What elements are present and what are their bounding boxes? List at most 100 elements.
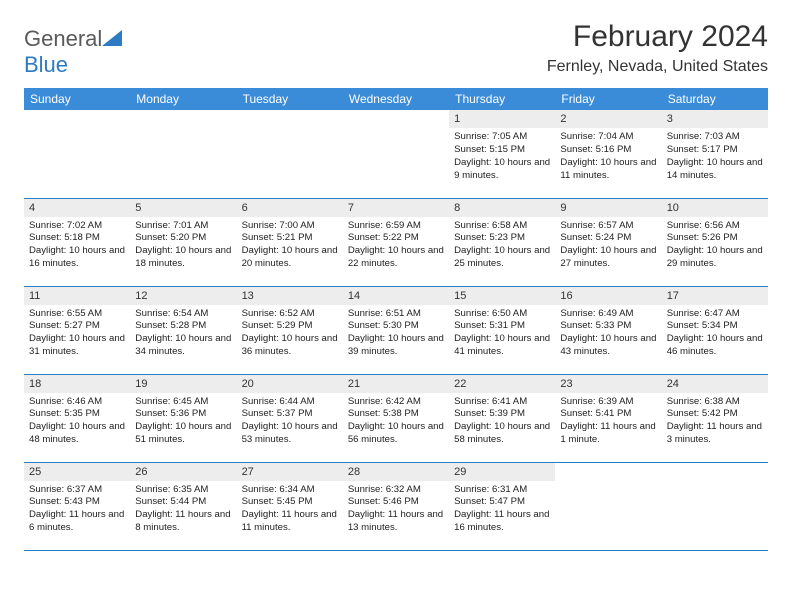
calendar-cell: 17Sunrise: 6:47 AMSunset: 5:34 PMDayligh… [662, 286, 768, 374]
logo-text: GeneralBlue [24, 26, 122, 78]
calendar-cell: 8Sunrise: 6:58 AMSunset: 5:23 PMDaylight… [449, 198, 555, 286]
calendar-cell: 28Sunrise: 6:32 AMSunset: 5:46 PMDayligh… [343, 462, 449, 550]
calendar-cell [130, 110, 236, 198]
sunrise-line: Sunrise: 7:02 AM [29, 220, 125, 233]
sunrise-line: Sunrise: 6:44 AM [242, 396, 338, 409]
day-number: 2 [555, 110, 661, 128]
day-details: Sunrise: 6:47 AMSunset: 5:34 PMDaylight:… [662, 305, 768, 364]
day-details: Sunrise: 6:58 AMSunset: 5:23 PMDaylight:… [449, 217, 555, 276]
daylight-line: Daylight: 11 hours and 1 minute. [560, 421, 656, 447]
sunset-line: Sunset: 5:33 PM [560, 320, 656, 333]
sunset-line: Sunset: 5:44 PM [135, 496, 231, 509]
day-details: Sunrise: 6:51 AMSunset: 5:30 PMDaylight:… [343, 305, 449, 364]
sunset-line: Sunset: 5:22 PM [348, 232, 444, 245]
day-number: 9 [555, 199, 661, 217]
calendar-cell: 29Sunrise: 6:31 AMSunset: 5:47 PMDayligh… [449, 462, 555, 550]
day-details: Sunrise: 7:02 AMSunset: 5:18 PMDaylight:… [24, 217, 130, 276]
sunrise-line: Sunrise: 6:38 AM [667, 396, 763, 409]
calendar: Sunday Monday Tuesday Wednesday Thursday… [24, 88, 768, 551]
day-details: Sunrise: 6:59 AMSunset: 5:22 PMDaylight:… [343, 217, 449, 276]
calendar-cell [237, 110, 343, 198]
daylight-line: Daylight: 10 hours and 9 minutes. [454, 157, 550, 183]
sunrise-line: Sunrise: 6:59 AM [348, 220, 444, 233]
sunset-line: Sunset: 5:15 PM [454, 144, 550, 157]
sunrise-line: Sunrise: 6:58 AM [454, 220, 550, 233]
day-number: 27 [237, 463, 343, 481]
daylight-line: Daylight: 10 hours and 36 minutes. [242, 333, 338, 359]
day-details: Sunrise: 6:32 AMSunset: 5:46 PMDaylight:… [343, 481, 449, 540]
sunset-line: Sunset: 5:27 PM [29, 320, 125, 333]
sunset-line: Sunset: 5:42 PM [667, 408, 763, 421]
logo-text-general: General [24, 26, 102, 51]
calendar-cell: 7Sunrise: 6:59 AMSunset: 5:22 PMDaylight… [343, 198, 449, 286]
sunset-line: Sunset: 5:41 PM [560, 408, 656, 421]
day-details: Sunrise: 6:44 AMSunset: 5:37 PMDaylight:… [237, 393, 343, 452]
day-details: Sunrise: 6:56 AMSunset: 5:26 PMDaylight:… [662, 217, 768, 276]
day-details: Sunrise: 7:01 AMSunset: 5:20 PMDaylight:… [130, 217, 236, 276]
day-details: Sunrise: 6:42 AMSunset: 5:38 PMDaylight:… [343, 393, 449, 452]
daylight-line: Daylight: 10 hours and 53 minutes. [242, 421, 338, 447]
sunset-line: Sunset: 5:26 PM [667, 232, 763, 245]
day-details: Sunrise: 6:54 AMSunset: 5:28 PMDaylight:… [130, 305, 236, 364]
calendar-cell [24, 110, 130, 198]
calendar-cell: 22Sunrise: 6:41 AMSunset: 5:39 PMDayligh… [449, 374, 555, 462]
sunrise-line: Sunrise: 6:35 AM [135, 484, 231, 497]
day-details: Sunrise: 7:00 AMSunset: 5:21 PMDaylight:… [237, 217, 343, 276]
weekday-header-row: Sunday Monday Tuesday Wednesday Thursday… [24, 88, 768, 110]
sunrise-line: Sunrise: 6:51 AM [348, 308, 444, 321]
sunrise-line: Sunrise: 6:31 AM [454, 484, 550, 497]
day-details: Sunrise: 7:05 AMSunset: 5:15 PMDaylight:… [449, 128, 555, 187]
sunset-line: Sunset: 5:39 PM [454, 408, 550, 421]
sunrise-line: Sunrise: 6:37 AM [29, 484, 125, 497]
weekday-header: Wednesday [343, 88, 449, 110]
daylight-line: Daylight: 11 hours and 8 minutes. [135, 509, 231, 535]
day-number: 29 [449, 463, 555, 481]
logo-triangle-icon [102, 30, 122, 46]
day-details: Sunrise: 6:45 AMSunset: 5:36 PMDaylight:… [130, 393, 236, 452]
calendar-cell [343, 110, 449, 198]
daylight-line: Daylight: 11 hours and 6 minutes. [29, 509, 125, 535]
calendar-cell: 9Sunrise: 6:57 AMSunset: 5:24 PMDaylight… [555, 198, 661, 286]
logo-text-blue: Blue [24, 52, 68, 77]
weekday-header: Thursday [449, 88, 555, 110]
sunrise-line: Sunrise: 6:46 AM [29, 396, 125, 409]
calendar-cell: 27Sunrise: 6:34 AMSunset: 5:45 PMDayligh… [237, 462, 343, 550]
day-number: 4 [24, 199, 130, 217]
daylight-line: Daylight: 10 hours and 43 minutes. [560, 333, 656, 359]
daylight-line: Daylight: 10 hours and 46 minutes. [667, 333, 763, 359]
calendar-cell: 11Sunrise: 6:55 AMSunset: 5:27 PMDayligh… [24, 286, 130, 374]
daylight-line: Daylight: 10 hours and 41 minutes. [454, 333, 550, 359]
sunrise-line: Sunrise: 6:47 AM [667, 308, 763, 321]
daylight-line: Daylight: 10 hours and 14 minutes. [667, 157, 763, 183]
sunrise-line: Sunrise: 7:03 AM [667, 131, 763, 144]
daylight-line: Daylight: 10 hours and 58 minutes. [454, 421, 550, 447]
day-number: 5 [130, 199, 236, 217]
daylight-line: Daylight: 11 hours and 13 minutes. [348, 509, 444, 535]
calendar-cell: 14Sunrise: 6:51 AMSunset: 5:30 PMDayligh… [343, 286, 449, 374]
daylight-line: Daylight: 10 hours and 51 minutes. [135, 421, 231, 447]
day-number: 12 [130, 287, 236, 305]
calendar-cell: 26Sunrise: 6:35 AMSunset: 5:44 PMDayligh… [130, 462, 236, 550]
calendar-cell: 2Sunrise: 7:04 AMSunset: 5:16 PMDaylight… [555, 110, 661, 198]
sunset-line: Sunset: 5:24 PM [560, 232, 656, 245]
calendar-row: 11Sunrise: 6:55 AMSunset: 5:27 PMDayligh… [24, 286, 768, 374]
calendar-cell: 5Sunrise: 7:01 AMSunset: 5:20 PMDaylight… [130, 198, 236, 286]
sunset-line: Sunset: 5:45 PM [242, 496, 338, 509]
day-details: Sunrise: 6:46 AMSunset: 5:35 PMDaylight:… [24, 393, 130, 452]
sunrise-line: Sunrise: 6:50 AM [454, 308, 550, 321]
sunset-line: Sunset: 5:16 PM [560, 144, 656, 157]
daylight-line: Daylight: 11 hours and 16 minutes. [454, 509, 550, 535]
calendar-cell: 20Sunrise: 6:44 AMSunset: 5:37 PMDayligh… [237, 374, 343, 462]
calendar-cell: 21Sunrise: 6:42 AMSunset: 5:38 PMDayligh… [343, 374, 449, 462]
day-number: 19 [130, 375, 236, 393]
daylight-line: Daylight: 10 hours and 34 minutes. [135, 333, 231, 359]
daylight-line: Daylight: 11 hours and 11 minutes. [242, 509, 338, 535]
calendar-cell [662, 462, 768, 550]
calendar-cell: 25 Sunrise: 6:37 AMSunset: 5:43 PMDayligh… [24, 462, 130, 550]
daylight-line: Daylight: 10 hours and 48 minutes. [29, 421, 125, 447]
daylight-line: Daylight: 10 hours and 29 minutes. [667, 245, 763, 271]
day-number: 6 [237, 199, 343, 217]
day-number: 25 [24, 463, 130, 481]
sunset-line: Sunset: 5:43 PM [29, 496, 125, 509]
sunset-line: Sunset: 5:38 PM [348, 408, 444, 421]
